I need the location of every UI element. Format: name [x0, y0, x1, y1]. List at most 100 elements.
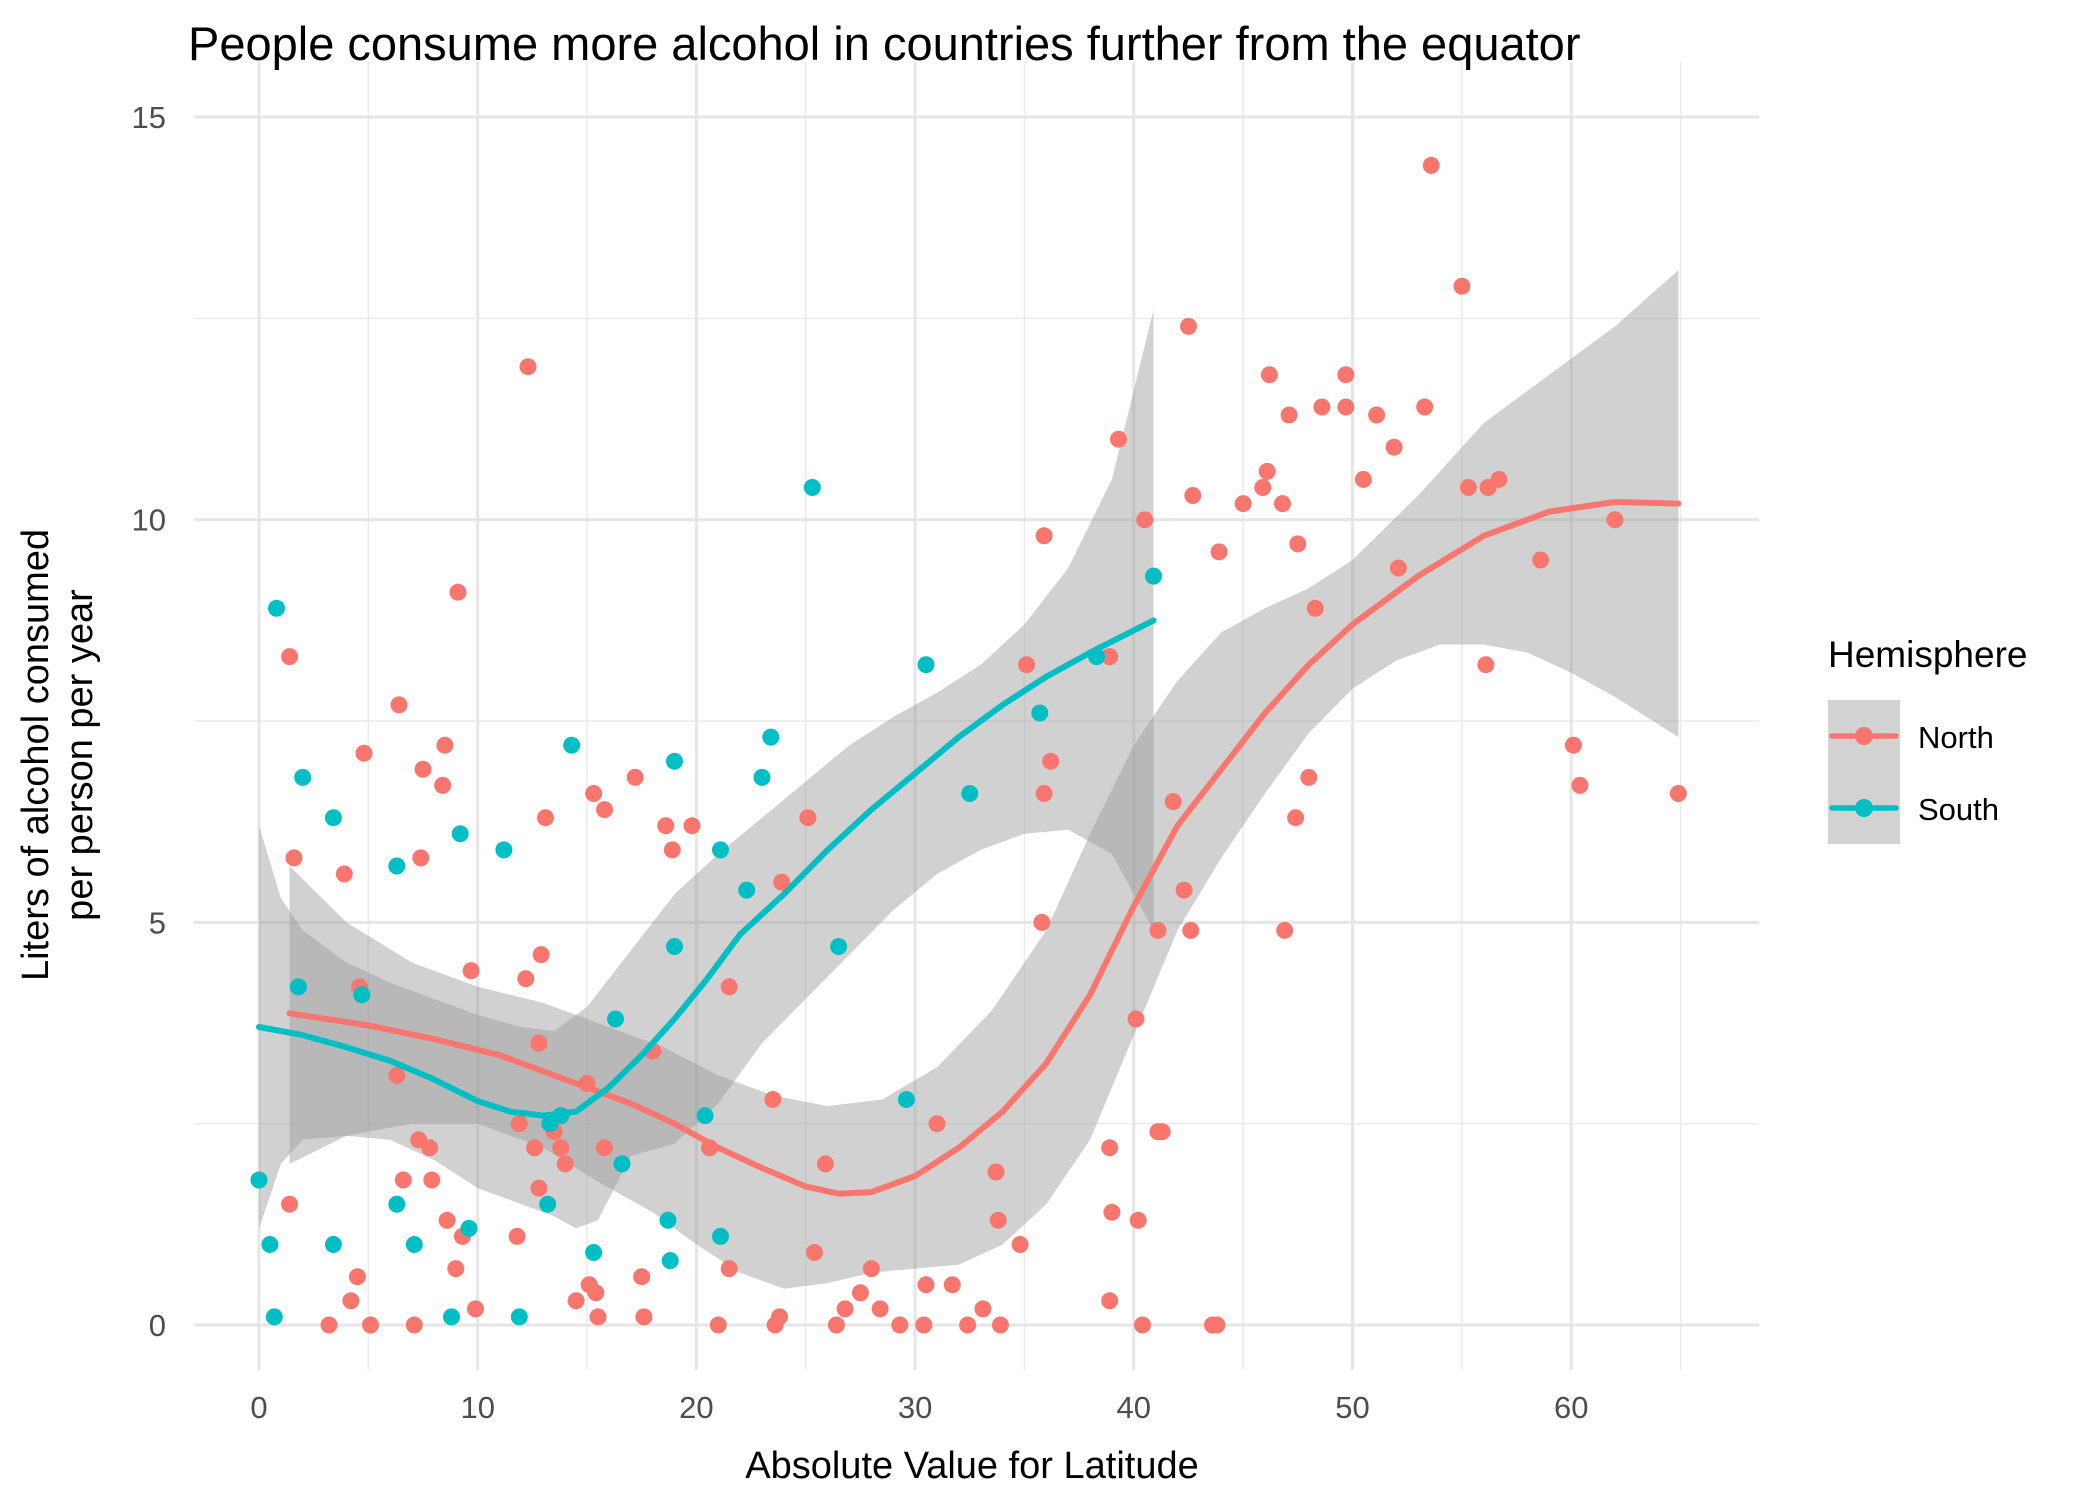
data-point-north	[1042, 752, 1060, 770]
x-tick-label: 10	[460, 1390, 494, 1425]
data-point-south	[712, 841, 729, 859]
data-point-north	[1532, 551, 1550, 569]
data-point-south	[495, 841, 513, 859]
smooth-line-north	[286, 499, 1682, 1197]
data-point-north	[1153, 1123, 1171, 1141]
data-point-south	[289, 978, 307, 996]
data-point-north	[827, 1316, 845, 1334]
x-tick-label: 0	[250, 1390, 267, 1425]
data-point-north	[806, 1244, 823, 1261]
data-point-north	[987, 1163, 1005, 1181]
data-point-north	[414, 760, 432, 778]
data-point-north	[390, 696, 408, 714]
data-point-north	[1136, 511, 1154, 529]
data-point-north	[1260, 366, 1278, 384]
y-axis-label-line-1: Liters of alcohol consumed	[15, 529, 57, 981]
data-point-north	[974, 1300, 992, 1318]
data-point-south	[762, 728, 780, 746]
data-point-north	[1175, 881, 1193, 899]
data-point-south	[250, 1171, 268, 1189]
data-point-north	[633, 1268, 651, 1286]
data-point-north	[626, 768, 644, 786]
data-point-north	[991, 1316, 1009, 1334]
x-tick-label: 40	[1117, 1390, 1151, 1425]
data-point-south	[666, 938, 683, 955]
data-point-north	[891, 1316, 909, 1334]
data-point-north	[1337, 398, 1355, 416]
data-point-north	[1368, 406, 1386, 424]
y-axis-label-line-2: per person per year	[59, 589, 101, 921]
data-point-north	[915, 1316, 933, 1334]
data-point-north	[589, 1308, 607, 1326]
data-point-north	[683, 817, 701, 835]
data-point-north	[596, 1139, 613, 1157]
data-point-north	[871, 1300, 889, 1318]
data-point-north	[989, 1211, 1007, 1229]
data-point-north	[836, 1300, 854, 1318]
data-point-south	[696, 1107, 714, 1125]
grid-major	[194, 62, 1759, 1370]
data-point-south	[666, 752, 683, 770]
legend-point-south	[1855, 799, 1873, 817]
data-point-south	[294, 768, 312, 786]
legend-label-north: North	[1918, 720, 1994, 755]
data-point-north	[1182, 921, 1200, 939]
data-point-north	[596, 801, 613, 819]
data-point-north	[530, 1179, 548, 1197]
data-point-north	[1280, 406, 1298, 424]
data-point-north	[1011, 1236, 1029, 1253]
data-point-north	[526, 1139, 544, 1157]
data-point-north	[1416, 398, 1434, 416]
data-point-north	[1477, 656, 1495, 674]
data-point-north	[1101, 1139, 1119, 1157]
data-point-north	[1103, 1203, 1121, 1221]
data-point-north	[423, 1171, 441, 1189]
data-point-south	[661, 1252, 679, 1270]
y-axis-label: Liters of alcohol consumed per person pe…	[15, 529, 101, 981]
data-point-north	[1300, 768, 1318, 786]
data-point-north	[1669, 785, 1687, 802]
data-point-north	[1101, 648, 1119, 666]
data-point-north	[1459, 479, 1477, 496]
data-point-south	[388, 1195, 406, 1213]
data-point-south	[1145, 567, 1162, 585]
data-point-north	[663, 841, 681, 859]
data-point-south	[405, 1236, 423, 1253]
y-tick-label: 5	[149, 905, 166, 940]
data-point-south	[917, 656, 935, 674]
data-point-north	[1571, 776, 1589, 794]
data-point-north	[1289, 535, 1307, 553]
data-point-south	[961, 785, 979, 802]
data-point-north	[764, 1091, 782, 1108]
data-point-north	[1127, 1010, 1145, 1028]
data-point-north	[1389, 559, 1407, 577]
data-point-north	[1149, 921, 1167, 939]
data-point-north	[537, 809, 554, 827]
data-point-north	[438, 1211, 456, 1229]
data-point-south	[753, 768, 771, 786]
x-tick-label: 30	[898, 1390, 932, 1425]
data-points	[250, 156, 1687, 1334]
data-point-north	[320, 1316, 338, 1334]
data-point-north	[1490, 470, 1508, 488]
data-point-south	[897, 1091, 915, 1108]
data-point-north	[281, 648, 299, 666]
data-point-north	[342, 1292, 360, 1310]
data-point-north	[635, 1308, 653, 1326]
confidence-band-south	[259, 310, 1154, 1229]
data-point-south	[443, 1308, 460, 1326]
data-point-north	[285, 849, 303, 867]
smooth-line-south	[256, 617, 1157, 1119]
data-point-north	[421, 1139, 439, 1157]
data-point-north	[657, 817, 675, 835]
data-point-north	[388, 1066, 406, 1084]
plot-panel	[194, 62, 1759, 1370]
legend-entry-north: North	[1828, 700, 1994, 772]
data-point-north	[556, 1155, 574, 1173]
data-point-north	[517, 970, 535, 988]
x-tick-label: 20	[679, 1390, 713, 1425]
data-point-north	[1101, 1292, 1119, 1310]
data-point-north	[394, 1171, 412, 1189]
data-point-north	[508, 1227, 526, 1245]
data-point-north	[928, 1115, 946, 1133]
